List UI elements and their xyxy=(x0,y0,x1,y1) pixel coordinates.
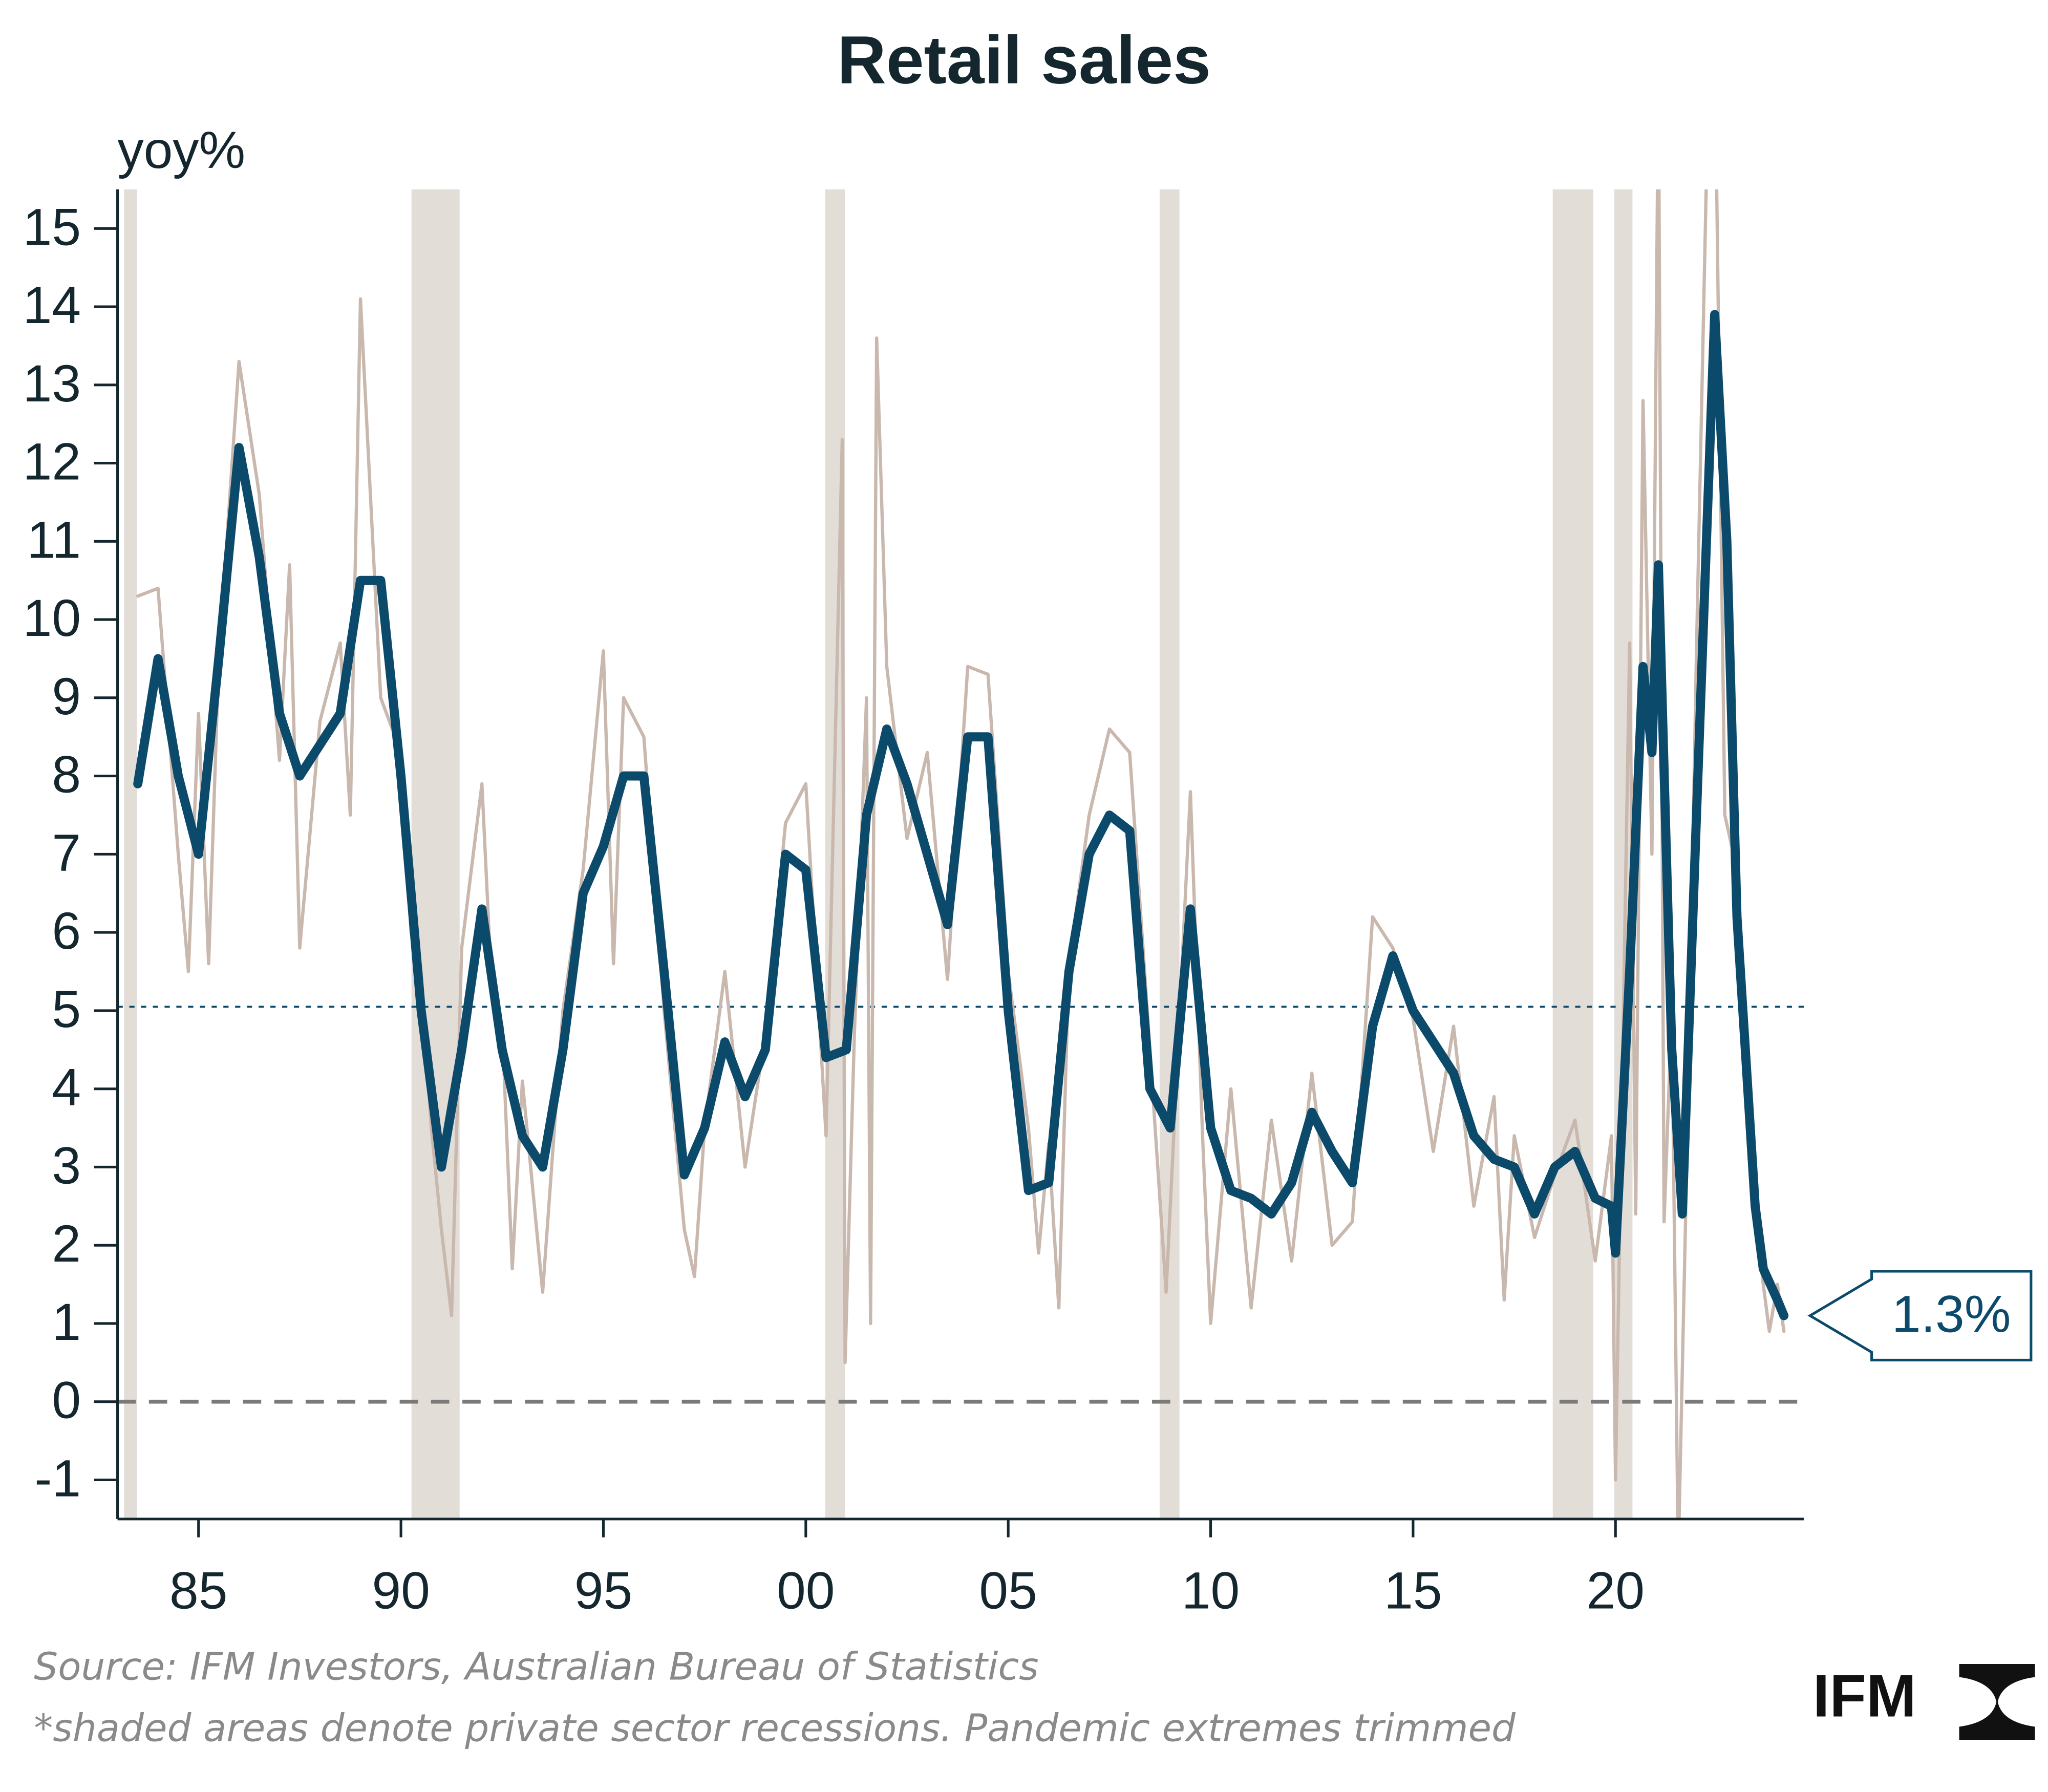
y-tick-label: 14 xyxy=(23,276,81,334)
recession-band xyxy=(124,189,137,1519)
y-tick-label: 9 xyxy=(52,667,81,726)
y-tick-label: -1 xyxy=(34,1449,81,1508)
x-tick-label: 90 xyxy=(372,1562,430,1620)
callout-label: 1.3% xyxy=(1892,1285,2011,1343)
y-axis-label: yoy% xyxy=(118,121,245,179)
y-tick-label: 11 xyxy=(27,510,81,569)
y-tick-label: 5 xyxy=(52,980,81,1038)
y-tick-label: 7 xyxy=(52,823,81,882)
logo-icon xyxy=(1959,1664,2035,1740)
plot-area xyxy=(133,189,1789,1519)
logo-icon-bottom xyxy=(1959,1695,2035,1740)
y-tick-label: 4 xyxy=(52,1058,81,1117)
recession-band xyxy=(411,189,460,1519)
recession-band xyxy=(1552,189,1593,1519)
y-tick-label: 8 xyxy=(52,745,81,804)
logo-text: IFM xyxy=(1813,1662,1916,1729)
logo-icon-top xyxy=(1959,1664,2035,1709)
y-tick-label: 6 xyxy=(52,902,81,960)
y-tick-label: 1 xyxy=(52,1293,81,1351)
smoothed-line xyxy=(133,310,1789,1320)
footnote: *shaded areas denote private sector rece… xyxy=(34,1706,1516,1751)
y-tick-label: 2 xyxy=(52,1214,81,1273)
y-tick-label: 12 xyxy=(23,433,81,491)
y-tick-label: 13 xyxy=(23,354,81,413)
x-tick-label: 85 xyxy=(169,1562,228,1620)
recession-band xyxy=(1159,189,1180,1519)
y-tick-label: 3 xyxy=(52,1136,81,1194)
x-tick-label: 95 xyxy=(574,1562,633,1620)
y-tick-label: 15 xyxy=(23,198,81,256)
callout-box xyxy=(1807,1270,2033,1361)
x-tick-label: 15 xyxy=(1384,1562,1442,1620)
x-tick-label: 20 xyxy=(1587,1562,1645,1620)
x-tick-label: 00 xyxy=(777,1562,835,1620)
x-tick-label: 10 xyxy=(1182,1562,1240,1620)
x-tick-label: 05 xyxy=(979,1562,1037,1620)
background-layer xyxy=(117,189,1804,1519)
y-tick-label: 10 xyxy=(23,589,81,647)
y-tick-label: 0 xyxy=(52,1371,81,1430)
recession-band xyxy=(825,189,845,1519)
chart-title: Retail sales xyxy=(837,23,1211,98)
source-note: Source: IFM Investors, Australian Bureau… xyxy=(34,1645,1038,1689)
